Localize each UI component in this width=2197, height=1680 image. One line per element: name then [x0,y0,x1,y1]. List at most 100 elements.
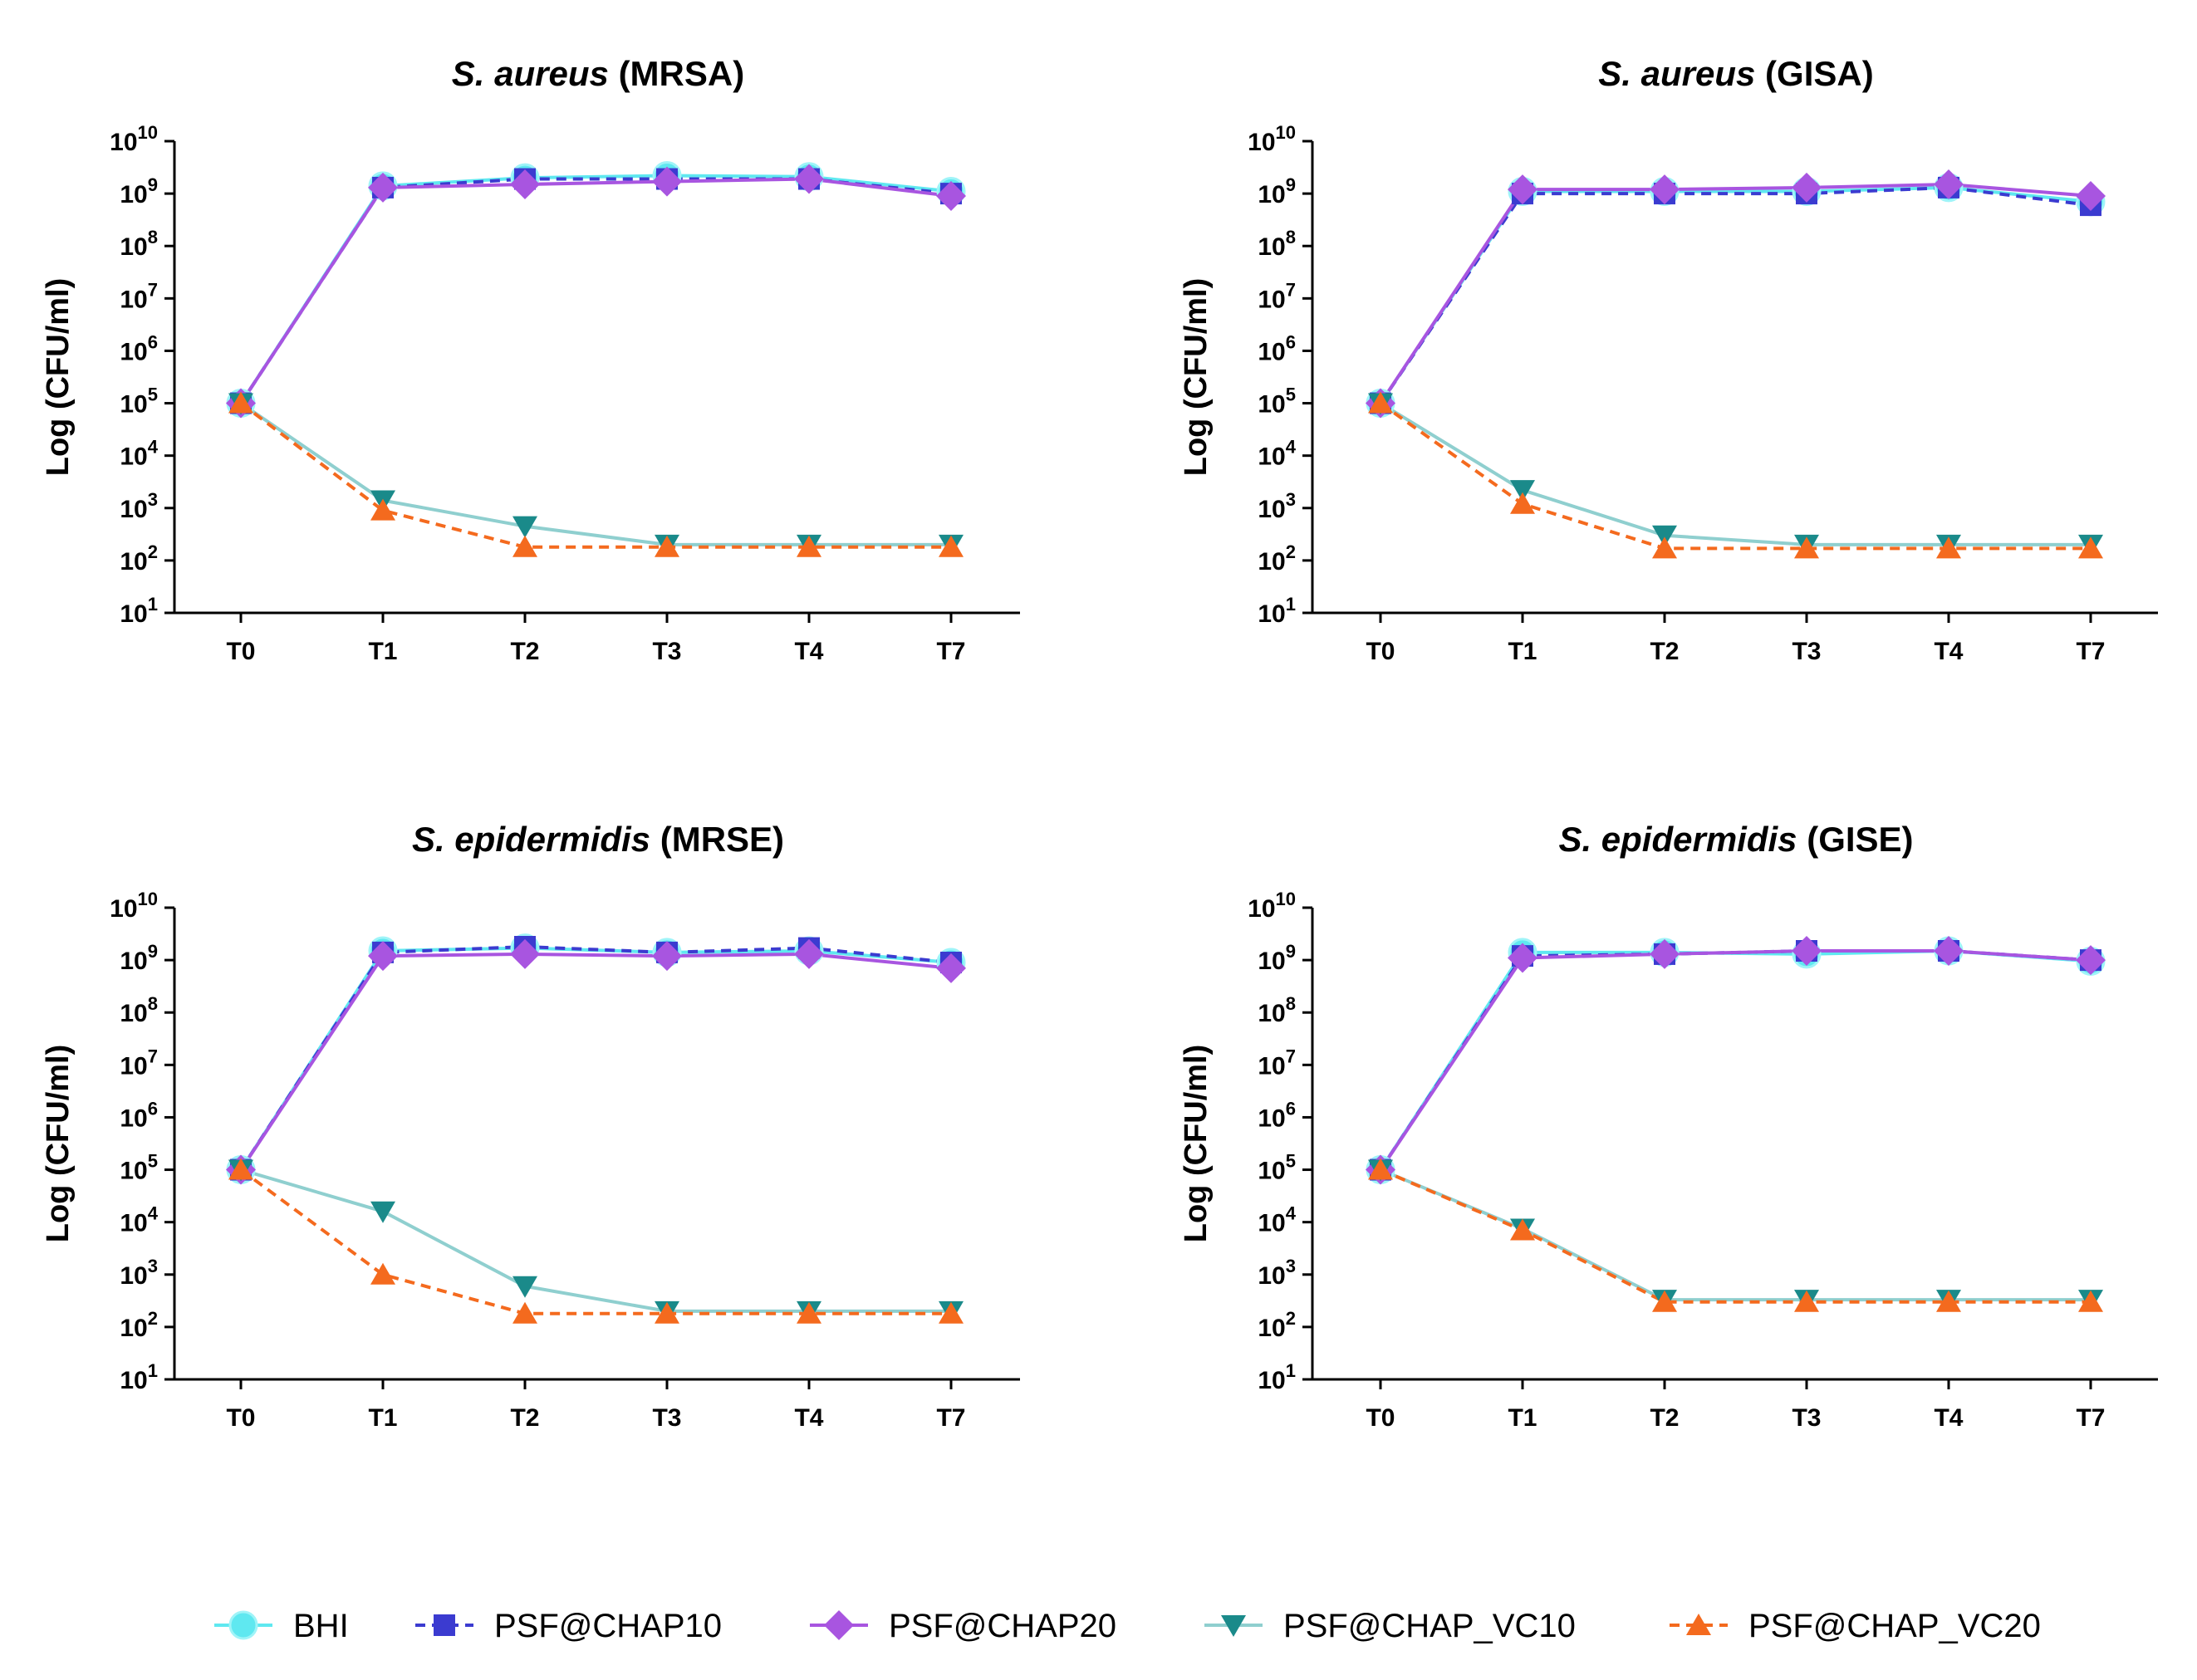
legend-marker [228,1610,258,1640]
chart-panel-1: S. aureus (MRSA)101102103104105106107108… [41,54,1020,665]
data-point-psf-chap-vc20 [1368,1158,1393,1180]
chart-title: S. aureus (MRSA) [452,54,744,93]
data-point-psf-chap-vc20 [1936,536,1961,559]
series-line-bhi [1379,185,2092,404]
x-tick-label: T1 [1508,1404,1537,1432]
y-tick-base: 10 [1258,181,1285,208]
y-tick-label: 101 [120,594,158,628]
y-tick-base: 10 [1258,1158,1285,1185]
y-tick-base: 10 [120,1052,147,1080]
y-tick-base: 10 [120,1104,147,1132]
data-point-psf-chap20 [794,164,824,194]
y-tick-exponent: 6 [1286,331,1296,352]
y-tick-exponent: 4 [1286,437,1297,458]
x-tick-label: T2 [1650,1404,1679,1432]
x-tick-label: T4 [1934,638,1963,665]
y-tick-exponent: 3 [148,489,158,510]
legend-marker [1221,1615,1246,1637]
y-tick-base: 10 [120,1315,147,1342]
y-tick-base: 10 [120,1000,147,1027]
y-tick-base: 10 [120,1367,147,1394]
y-tick-label: 102 [1258,541,1296,576]
y-tick-exponent: 1 [1286,594,1296,615]
x-tick-label: T1 [368,638,397,665]
series-line-psf-chap20 [1379,182,2092,404]
series-line-psf-chap10 [239,944,952,1171]
y-tick-base: 10 [1248,129,1275,156]
y-tick-label: 106 [120,1098,158,1132]
series-line-psf-chap20 [1379,948,2092,1171]
y-tick-base: 10 [1258,1000,1285,1027]
y-tick-exponent: 1 [148,594,158,615]
y-tick-base: 10 [120,600,147,628]
y-tick-exponent: 4 [148,437,159,458]
y-tick-label: 107 [120,279,158,313]
x-tick-label: T3 [652,638,681,665]
y-tick-exponent: 9 [1286,941,1296,962]
x-tick-label: T0 [226,638,255,665]
y-tick-exponent: 3 [1286,489,1296,510]
x-tick-label: T4 [794,1404,823,1432]
series-line-psf-chap-vc20 [1379,401,2091,551]
data-point-psf-chap-vc20 [1936,1290,1961,1312]
x-tick-label: T0 [1366,1404,1395,1432]
data-point-psf-chap20 [368,172,398,203]
data-point-psf-chap-vc20 [1510,492,1535,514]
y-tick-base: 10 [1258,1367,1285,1394]
data-point-psf-chap-vc20 [2078,1290,2103,1312]
y-tick-base: 10 [1258,1262,1285,1290]
data-point-psf-chap20 [794,938,824,969]
data-point-psf-chap-vc20 [1794,536,1819,559]
data-point-psf-chap-vc10 [512,1276,537,1298]
y-tick-label: 108 [120,993,158,1027]
chart-panel-4: S. epidermidis (GISE)1011021031041051061… [1179,820,2158,1432]
y-tick-label: 102 [120,541,158,576]
y-tick-label: 105 [1258,384,1296,419]
y-tick-label: 108 [1258,227,1296,261]
y-tick-exponent: 8 [148,993,158,1014]
y-tick-label: 107 [1258,279,1296,313]
y-tick-exponent: 8 [1286,993,1296,1014]
y-tick-exponent: 4 [148,1203,159,1224]
y-axis-label: Log (CFU/ml) [1179,1045,1214,1243]
x-tick-label: T0 [1366,638,1395,665]
data-point-psf-chap-vc20 [1652,1290,1677,1312]
y-tick-label: 109 [120,174,158,208]
x-tick-label: T7 [2076,638,2105,665]
y-tick-base: 10 [120,1158,147,1185]
data-point-psf-chap20 [652,166,682,197]
y-tick-exponent: 5 [148,384,158,405]
y-tick-base: 10 [1258,600,1285,628]
y-tick-exponent: 7 [148,279,158,300]
data-point-psf-chap20 [1508,174,1537,205]
y-tick-label: 109 [1258,174,1296,208]
y-tick-exponent: 10 [1276,122,1296,143]
y-tick-exponent: 2 [1286,1308,1296,1329]
data-point-psf-chap20 [510,938,540,969]
y-tick-base: 10 [1258,443,1285,471]
y-tick-base: 10 [110,895,137,923]
y-tick-base: 10 [120,391,147,419]
data-point-psf-chap20 [510,169,540,199]
data-point-psf-chap20 [2076,180,2106,211]
x-tick-label: T4 [1934,1404,1963,1432]
data-point-psf-chap-vc20 [1794,1290,1819,1312]
data-point-psf-chap20 [1650,938,1680,969]
legend-marker [434,1614,455,1636]
data-point-psf-chap20 [1934,169,1964,199]
y-tick-exponent: 1 [148,1360,158,1381]
data-point-psf-chap20 [2076,945,2106,976]
y-tick-label: 104 [1258,437,1296,471]
x-tick-label: T7 [936,1404,965,1432]
y-tick-exponent: 7 [148,1046,158,1066]
series-line-psf-chap-vc20 [1380,1168,2091,1304]
chart-panel-3: S. epidermidis (MRSE)1011021031041051061… [41,820,1020,1432]
y-tick-label: 105 [120,384,158,419]
y-tick-label: 108 [120,227,158,261]
chart-title-rest: (MRSE) [660,820,784,859]
data-point-psf-chap-vc20 [1368,391,1393,414]
y-tick-label: 103 [120,489,158,523]
y-tick-label: 1010 [1248,122,1296,156]
y-tick-exponent: 9 [1286,174,1296,195]
y-tick-base: 10 [1258,1210,1285,1237]
